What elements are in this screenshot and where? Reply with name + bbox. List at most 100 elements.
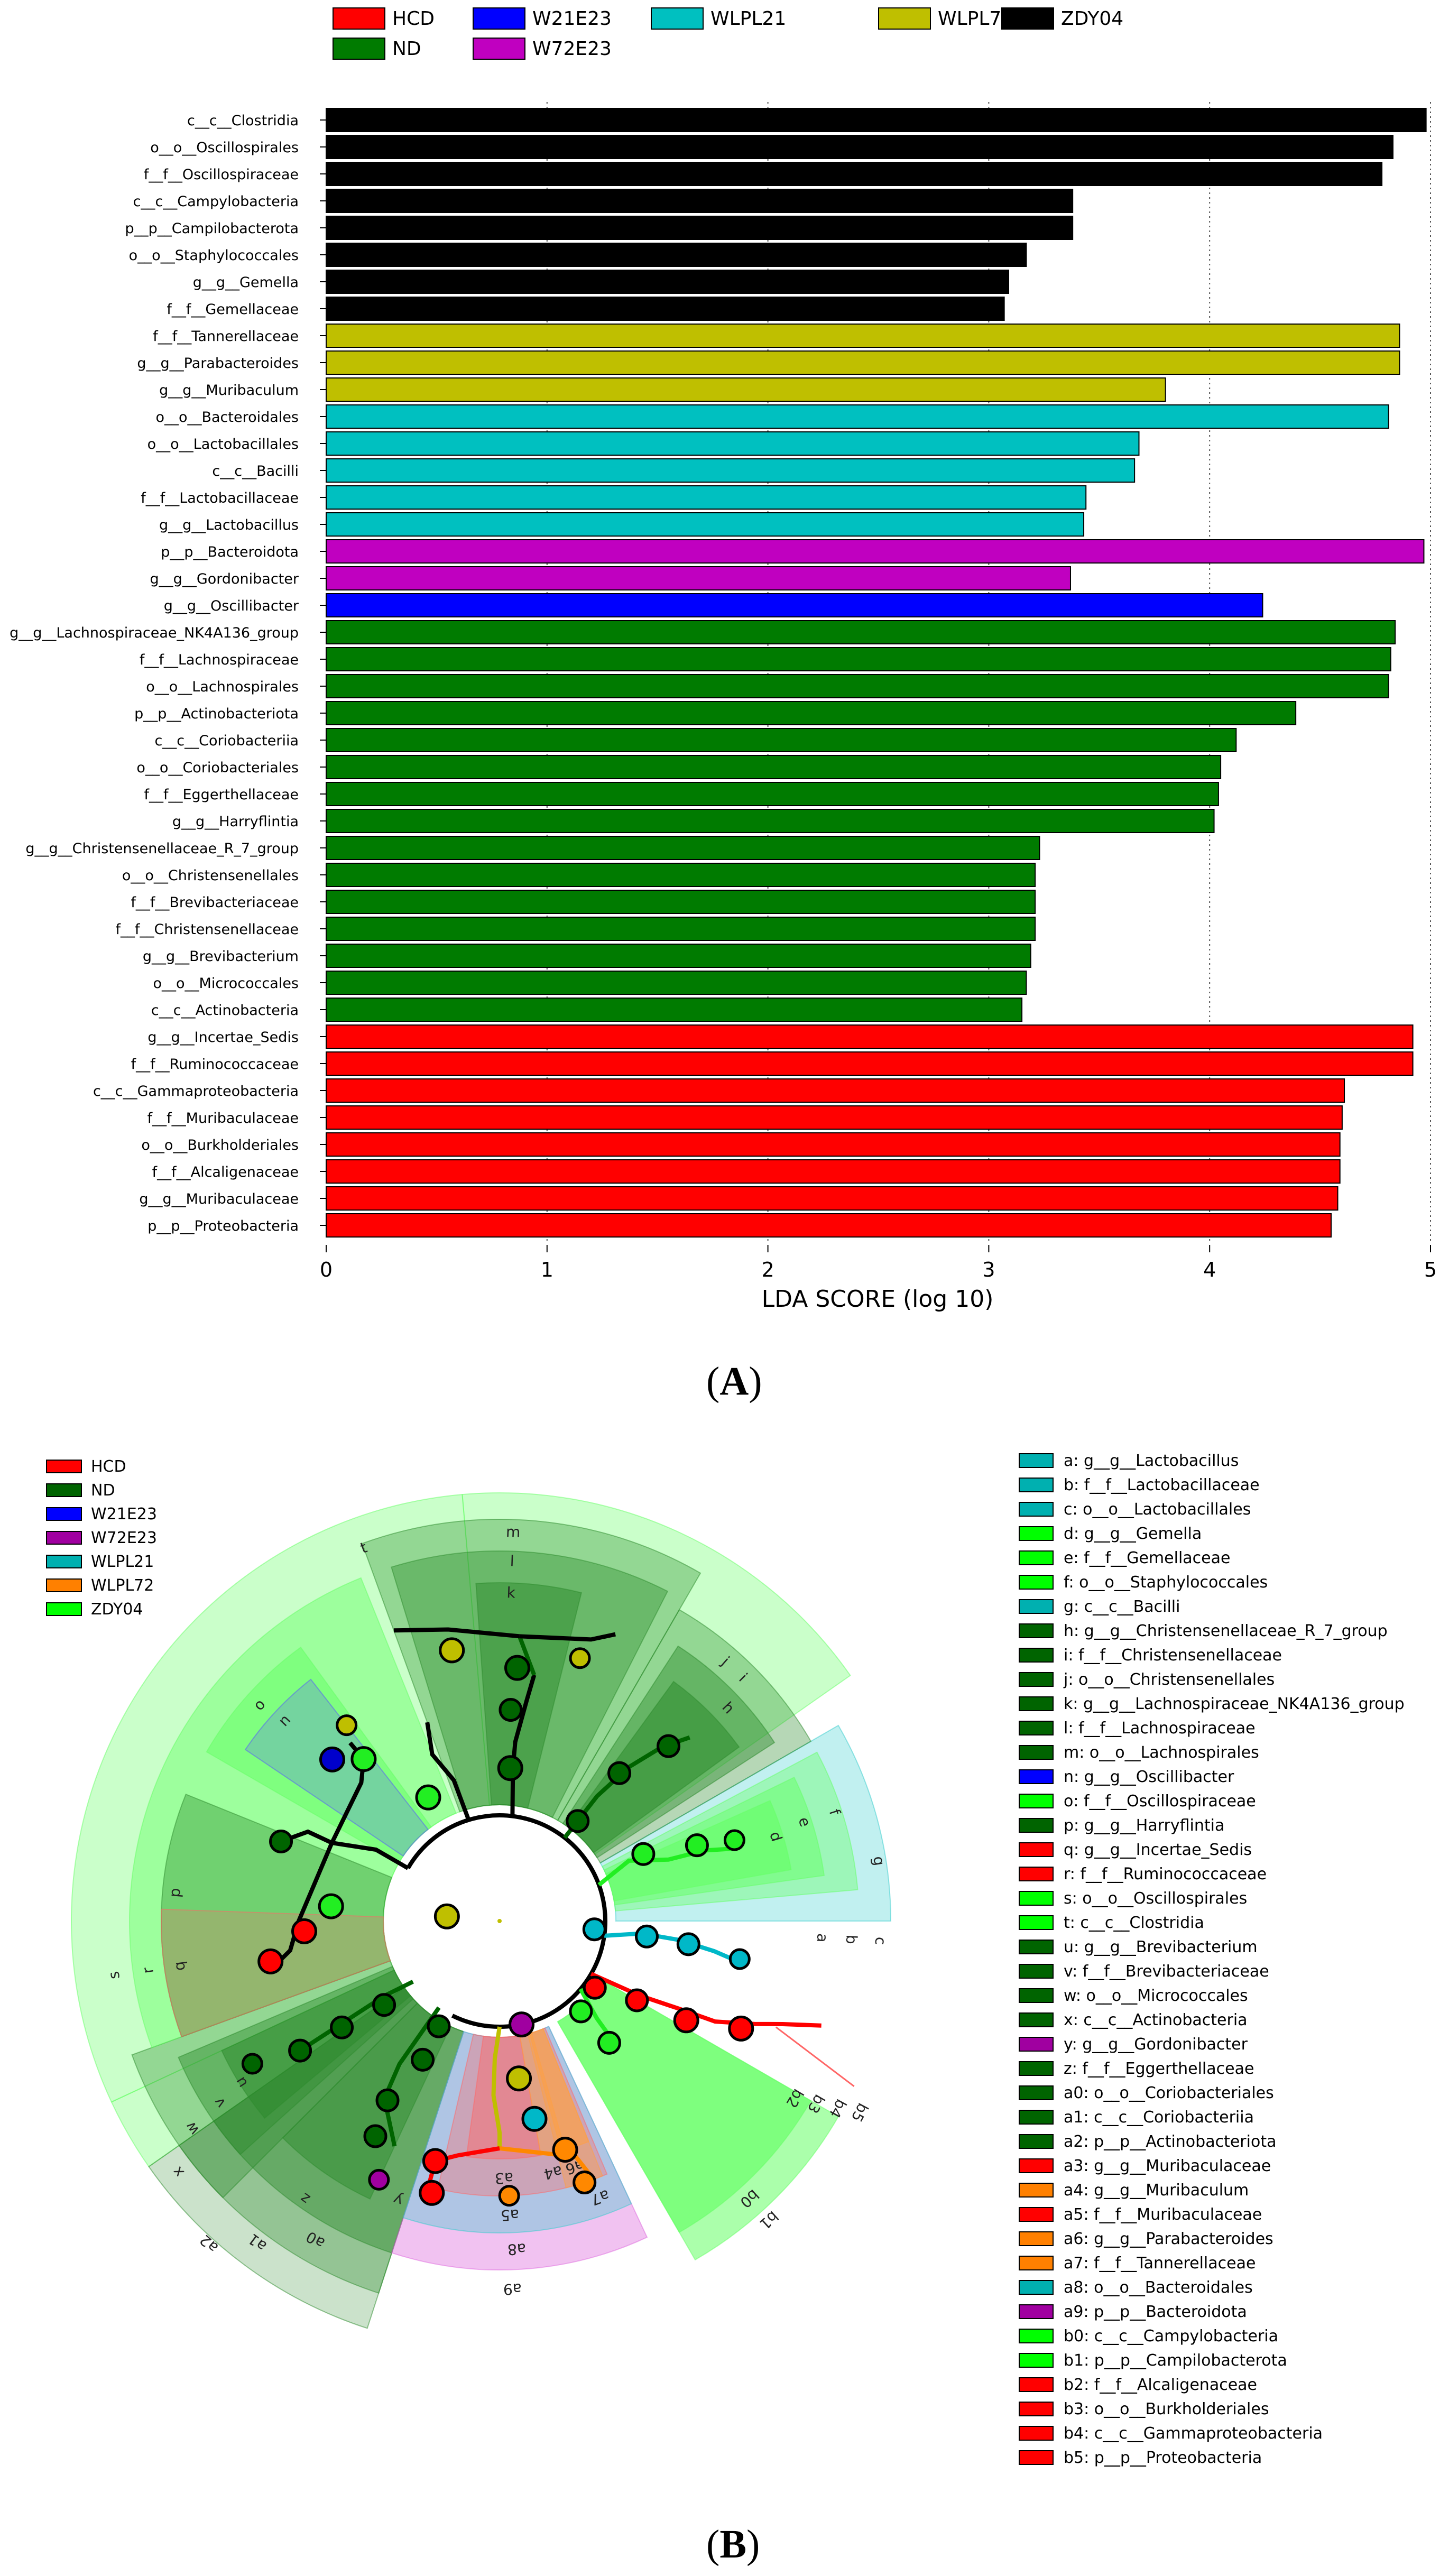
key-swatch-x (1019, 2012, 1054, 2027)
key-swatch-o (1019, 1794, 1054, 1808)
sector-label-a4: a4 (542, 2162, 564, 2183)
bar-g-g-muribaculum (326, 377, 1166, 402)
cladogram-tree (241, 1627, 855, 2207)
sector-label-c: c (872, 1936, 890, 1945)
node-e-gemellaceae (685, 1833, 709, 1858)
key-entry-z: z: f__f__Eggerthellaceae (1064, 2060, 1254, 2078)
legend-label-wlpl21: WLPL21 (710, 8, 786, 30)
key-entry-n: n: g__g__Oscillibacter (1064, 1768, 1234, 1786)
bar-label: g__g__Gemella (193, 274, 299, 291)
sector-label-b: b (843, 1934, 861, 1944)
key-swatch-g (1019, 1599, 1054, 1614)
node-z-leaf (363, 2124, 387, 2148)
bar-g-g-christensenellaceae-r-7-group (326, 836, 1040, 860)
node-a9-bacteroidota (509, 2011, 535, 2038)
clado-legend-swatch-hcd (46, 1460, 82, 1473)
legend-label-zdy04: ZDY04 (1061, 8, 1123, 30)
panel-b-label: (B) (706, 2522, 760, 2566)
key-entry-a0: a0: o__o__Coriobacteriales (1064, 2084, 1274, 2102)
node-olive-k2 (569, 1647, 591, 1669)
node-a1-coriobacteriia (427, 2014, 451, 2038)
node-f-staphylococcales (631, 1842, 656, 1866)
key-entry-a9: a9: p__p__Bacteroidota (1064, 2303, 1247, 2321)
node-olive-a8 (506, 2065, 532, 2092)
bar-label: o__o__Coriobacteriales (136, 760, 299, 776)
key-entry-d: d: g__g__Gemella (1064, 1525, 1202, 1543)
legend-label-w72e23: W72E23 (532, 38, 612, 60)
bar-chart-category-labels: c__c__Clostridia o__o__Oscillospirales f__… (10, 113, 326, 1234)
key-swatch-b1 (1019, 2353, 1054, 2368)
node-a4-muribaculum (498, 2185, 520, 2207)
branch-lachno (510, 1674, 537, 1816)
bar-label: f__f__Muribaculaceae (147, 1110, 299, 1127)
bar-label: o__o__Christensenellales (122, 867, 299, 884)
branch-bacilli (597, 1846, 737, 1887)
bar-c-c-clostridia (326, 108, 1427, 132)
node-r-ruminococcaceae (257, 1948, 284, 1974)
branch-corio (382, 2006, 441, 2147)
clado-legend-label-w21e23: W21E23 (91, 1505, 157, 1524)
bar-g-g-parabacteroides (326, 350, 1400, 375)
bar-label: c__c__Campylobacteria (133, 193, 299, 210)
bar-o-o-micrococcales (326, 971, 1027, 995)
bar-label: f__f__Eggerthellaceae (144, 787, 299, 803)
node-a8-bacteroidales (521, 2106, 548, 2132)
bar-label: o__o__Staphylococcales (129, 247, 299, 264)
key-entry-a2: a2: p__p__Actinobacteriota (1064, 2132, 1276, 2151)
node-u-brevibacterium (241, 2053, 263, 2075)
clado-legend-label-zdy04: ZDY04 (91, 1600, 143, 1619)
legend-swatch-wlpl72 (878, 7, 931, 30)
bar-label: f__f__Brevibacteriaceae (131, 894, 299, 911)
key-entry-t: t: c__c__Clostridia (1064, 1914, 1204, 1932)
key-swatch-a4 (1019, 2183, 1054, 2198)
node-b-lactobacillaceae (676, 1932, 700, 1956)
key-entry-b2: b2: f__f__Alcaligenaceae (1064, 2376, 1257, 2394)
node-a5-muribaculaceae (422, 2148, 448, 2174)
proteo-leader (775, 2026, 855, 2087)
bar-f-f-christensenellaceae (326, 917, 1036, 941)
key-swatch-b0 (1019, 2329, 1054, 2343)
node-t-clostridia (415, 1784, 441, 1811)
sector-label-r: r (139, 1966, 157, 1974)
bar-label: g__g__Gordonibacter (150, 571, 299, 587)
clado-legend-label-wlpl21: WLPL21 (91, 1553, 154, 1571)
key-entry-a8: a8: o__o__Bacteroidales (1064, 2278, 1253, 2297)
bar-label: f__f__Christensenellaceae (115, 921, 299, 938)
x-axis-title: LDA SCORE (log 10) (762, 1286, 994, 1313)
bar-o-o-oscillospirales (326, 135, 1393, 159)
key-entry-g: g: c__c__Bacilli (1064, 1598, 1180, 1616)
clado-legend-swatch-wlpl72 (46, 1578, 82, 1592)
bar-o-o-bacteroidales (326, 404, 1389, 429)
key-swatch-a8 (1019, 2280, 1054, 2295)
x-tick-label: 3 (982, 1258, 995, 1281)
clado-legend-swatch-nd (46, 1483, 82, 1497)
key-entry-a6: a6: g__g__Parabacteroides (1064, 2230, 1273, 2248)
key-entry-u: u: g__g__Brevibacterium (1064, 1938, 1258, 1956)
key-swatch-a0 (1019, 2085, 1054, 2100)
key-entry-l: l: f__f__Lachnospiraceae (1064, 1719, 1256, 1738)
bar-f-f-ruminococcaceae (326, 1051, 1414, 1076)
clado-legend-swatch-w72e23 (46, 1531, 82, 1545)
bar-label: o__o__Bacteroidales (155, 409, 299, 426)
key-swatch-b2 (1019, 2377, 1054, 2392)
key-swatch-n (1019, 1769, 1054, 1784)
legend-swatch-hcd (333, 7, 385, 30)
node-olive-leaf (336, 1714, 358, 1737)
bar-p-p-proteobacteria (326, 1213, 1332, 1238)
key-swatch-j (1019, 1672, 1054, 1687)
bar-label: o__o__Lactobacillales (147, 436, 299, 453)
bar-label: c__c__Clostridia (187, 113, 299, 129)
bar-c-c-actinobacteria (326, 998, 1023, 1022)
node-c-lactobacillales (634, 1924, 659, 1949)
node-a-lactobacillus (728, 1948, 751, 1970)
sector-label-a8: a8 (507, 2240, 527, 2258)
bar-p-p-bacteroidota (326, 539, 1425, 564)
key-entry-i: i: f__f__Christensenellaceae (1064, 1646, 1282, 1665)
node-q-incertae-sedis (291, 1918, 318, 1944)
branch-lactobac (604, 1931, 745, 1966)
key-entry-m: m: o__o__Lachnospirales (1064, 1743, 1259, 1762)
bar-label: c__c__Gammaproteobacteria (93, 1083, 299, 1100)
key-entry-k: k: g__g__Lachnospiraceae_NK4A136_group (1064, 1695, 1405, 1713)
